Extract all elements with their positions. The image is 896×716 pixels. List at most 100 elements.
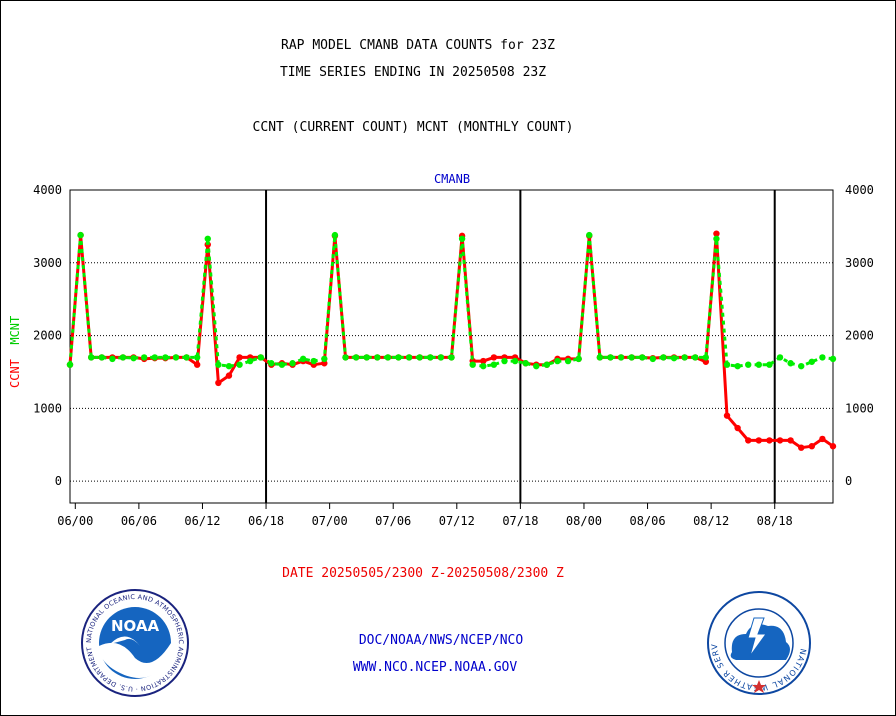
y-tick-label-right: 1000 (845, 401, 874, 415)
data-point-mcnt (448, 354, 455, 361)
x-tick-label: 08/12 (693, 514, 729, 528)
data-point-mcnt (66, 361, 74, 368)
data-point-mcnt (660, 354, 667, 361)
data-point-mcnt (575, 355, 582, 363)
data-point-mcnt (183, 354, 190, 361)
data-point-mcnt (734, 362, 741, 370)
y-tick-label-left: 1000 (33, 401, 62, 415)
data-point-mcnt (310, 357, 317, 365)
org-line: DOC/NOAA/NWS/NCEP/NCO (358, 633, 524, 648)
data-point-ccnt (713, 230, 720, 237)
x-tick-label: 08/18 (757, 514, 793, 528)
y-axis-label-mcnt: MCNT (8, 315, 22, 345)
data-point-ccnt (829, 443, 837, 450)
data-point-mcnt (713, 235, 720, 242)
data-point-ccnt (755, 437, 763, 444)
data-point-ccnt (490, 354, 498, 361)
data-point-ccnt (798, 444, 805, 451)
x-tick-label: 07/18 (502, 514, 538, 528)
data-point-mcnt (321, 355, 328, 363)
data-point-mcnt (458, 235, 466, 242)
data-point-ccnt (808, 443, 816, 450)
data-point-mcnt (490, 361, 498, 368)
x-tick-label: 07/12 (439, 514, 475, 528)
data-point-ccnt (480, 357, 487, 365)
x-tick-label: 06/18 (248, 514, 284, 528)
data-point-mcnt (427, 354, 434, 361)
y-tick-label-right: 2000 (845, 329, 874, 343)
data-point-ccnt (819, 435, 826, 443)
data-point-mcnt (681, 354, 688, 361)
x-tick-label: 06/12 (184, 514, 220, 528)
data-point-mcnt (670, 354, 678, 362)
data-point-mcnt (776, 354, 784, 361)
data-point-mcnt (755, 361, 763, 368)
data-point-mcnt (140, 354, 148, 361)
data-point-mcnt (172, 354, 180, 361)
data-point-mcnt (564, 357, 572, 365)
noaa-logo-text: NOAA (111, 617, 160, 635)
data-point-mcnt (384, 354, 392, 361)
x-tick-label: 06/06 (121, 514, 157, 528)
data-point-ccnt (236, 354, 243, 361)
data-point-mcnt (639, 354, 646, 361)
data-point-ccnt (193, 361, 201, 368)
website-link[interactable]: WWW.NCO.NCEP.NOAA.GOV (352, 660, 518, 675)
data-point-mcnt (628, 354, 635, 361)
data-point-mcnt (119, 354, 127, 361)
data-point-mcnt (819, 354, 826, 361)
data-point-mcnt (246, 357, 254, 365)
x-tick-label: 06/00 (57, 514, 93, 528)
data-point-mcnt (808, 358, 816, 365)
x-tick-label: 08/00 (566, 514, 602, 528)
data-point-ccnt (215, 379, 222, 387)
data-point-mcnt (98, 354, 105, 361)
x-tick-label: 08/06 (629, 514, 665, 528)
data-point-mcnt (766, 361, 773, 368)
y-tick-label-right: 0 (845, 474, 852, 488)
data-point-mcnt (543, 361, 551, 368)
data-point-mcnt (596, 354, 604, 361)
y-tick-label-right: 4000 (845, 183, 874, 197)
chart-subtitle: CCNT (CURRENT COUNT) MCNT (MONTHLY COUNT… (252, 120, 574, 135)
data-point-mcnt (787, 360, 794, 367)
data-point-mcnt (692, 354, 699, 361)
date-range: DATE 20250505/2300 Z-20250508/2300 Z (282, 566, 564, 581)
x-tick-label: 07/06 (375, 514, 411, 528)
data-point-ccnt (787, 437, 794, 444)
data-point-mcnt (586, 231, 593, 239)
noaa-logo: NATIONAL OCEANIC AND ATMOSPHERIC ADMINIS… (77, 582, 190, 698)
data-point-mcnt (268, 360, 275, 367)
data-point-mcnt (225, 362, 233, 370)
data-point-mcnt (77, 231, 84, 239)
x-tick-label: 07/00 (312, 514, 348, 528)
data-point-ccnt (766, 437, 773, 444)
data-point-mcnt (130, 354, 137, 362)
data-point-mcnt (416, 354, 423, 361)
data-point-mcnt (395, 354, 402, 361)
data-point-mcnt (352, 354, 360, 361)
data-point-mcnt (109, 355, 116, 363)
data-point-ccnt (225, 372, 233, 379)
data-point-mcnt (289, 360, 296, 367)
chart-title-line1: RAP MODEL CMANB DATA COUNTS for 23Z (281, 38, 555, 53)
data-point-mcnt (480, 362, 487, 370)
y-axis-label: CCNT MCNT (8, 316, 22, 388)
data-point-mcnt (501, 357, 508, 365)
chart-title-line2: TIME SERIES ENDING IN 20250508 23Z (279, 65, 547, 80)
data-point-mcnt (342, 354, 349, 361)
plot-title: CMANB (433, 172, 471, 186)
data-point-mcnt (193, 354, 201, 361)
y-tick-label-left: 3000 (33, 256, 62, 270)
data-point-mcnt (405, 354, 413, 361)
data-point-mcnt (437, 354, 445, 361)
data-point-mcnt (257, 354, 264, 361)
y-tick-label-left: 2000 (33, 329, 62, 343)
data-point-mcnt (607, 354, 614, 361)
data-point-mcnt (533, 362, 540, 370)
data-point-mcnt (469, 361, 476, 368)
data-point-mcnt (299, 355, 307, 363)
data-point-mcnt (511, 357, 519, 365)
data-point-mcnt (374, 354, 381, 361)
